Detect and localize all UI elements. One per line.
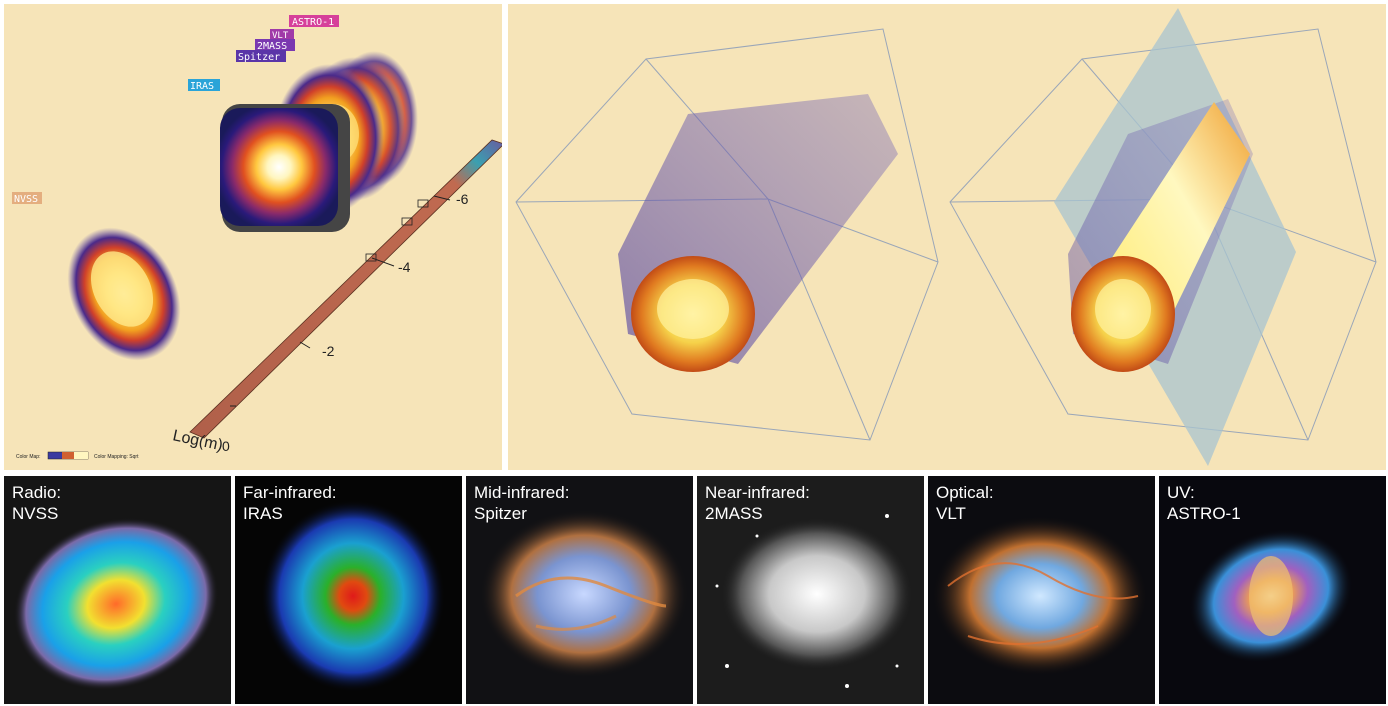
layer-stack-figure: 0 -2 -4 -6 Log(m) ASTRO-1 VLT 2MASS Spit… bbox=[12, 15, 502, 460]
axis-tick-minus-6: -6 bbox=[456, 191, 469, 207]
axis-tick-minus-2: -2 bbox=[322, 343, 335, 359]
thumbnail-caption: UV: ASTRO-1 bbox=[1167, 482, 1241, 524]
axis-label: Log(m) bbox=[171, 427, 224, 454]
thumbnail-far-infrared-iras: Far-infrared: IRAS bbox=[235, 476, 462, 704]
thumbnail-radio-nvss: Radio: NVSS bbox=[4, 476, 231, 704]
iras-layer bbox=[220, 108, 338, 226]
source-label: ASTRO-1 bbox=[1167, 504, 1241, 523]
tag-vlt: VLT bbox=[270, 29, 294, 41]
thumbnail-mid-infrared-spitzer: Mid-infrared: Spitzer bbox=[466, 476, 693, 704]
tag-iras: IRAS bbox=[188, 79, 220, 92]
volume-render-1 bbox=[515, 28, 939, 441]
thumbnail-caption: Near-infrared: 2MASS bbox=[705, 482, 810, 524]
svg-text:NVSS: NVSS bbox=[14, 194, 38, 205]
band-label: Near-infrared: bbox=[705, 483, 810, 502]
color-mapping-label: Color Mapping: Sqrt bbox=[94, 454, 139, 460]
volume-render-figure bbox=[515, 8, 1377, 466]
thumbnail-caption: Mid-infrared: Spitzer bbox=[474, 482, 569, 524]
layer-stack-view: 0 -2 -4 -6 Log(m) ASTRO-1 VLT 2MASS Spit… bbox=[4, 4, 502, 470]
thumbnail-optical-vlt: Optical: VLT bbox=[928, 476, 1155, 704]
band-label: Mid-infrared: bbox=[474, 483, 570, 502]
nvss-layer bbox=[67, 227, 181, 361]
source-label: Spitzer bbox=[474, 504, 527, 523]
band-label: Optical: bbox=[936, 483, 994, 502]
svg-text:VLT: VLT bbox=[272, 31, 289, 41]
band-label: Radio: bbox=[12, 483, 62, 502]
source-label: NVSS bbox=[12, 504, 59, 523]
log-m-axis bbox=[189, 139, 502, 439]
source-label: VLT bbox=[936, 504, 966, 523]
thumbnail-caption: Optical: VLT bbox=[936, 482, 994, 524]
band-label: UV: bbox=[1167, 483, 1195, 502]
axis-tick-0: 0 bbox=[222, 438, 230, 454]
tag-2mass: 2MASS bbox=[255, 39, 295, 52]
color-map-label: Color Map: bbox=[16, 454, 40, 460]
band-label: Far-infrared: bbox=[243, 483, 337, 502]
volume-render-2 bbox=[949, 8, 1377, 466]
axis-tick-minus-4: -4 bbox=[398, 259, 411, 275]
source-label: 2MASS bbox=[705, 504, 763, 523]
svg-text:2MASS: 2MASS bbox=[257, 41, 287, 52]
thumbnail-near-infrared-2mass: Near-infrared: 2MASS bbox=[697, 476, 924, 704]
tag-astro: ASTRO-1 bbox=[289, 15, 339, 28]
source-label: IRAS bbox=[243, 504, 283, 523]
color-map-footer: Color Map: Color Mapping: Sqrt bbox=[16, 451, 139, 460]
tag-nvss: NVSS bbox=[12, 192, 42, 205]
volume-render-view bbox=[508, 4, 1386, 470]
svg-text:IRAS: IRAS bbox=[190, 81, 214, 92]
thumbnail-uv-astro-1: UV: ASTRO-1 bbox=[1159, 476, 1386, 704]
tag-spitzer: Spitzer bbox=[236, 50, 286, 63]
thumbnail-caption: Far-infrared: IRAS bbox=[243, 482, 337, 524]
svg-text:ASTRO-1: ASTRO-1 bbox=[292, 17, 334, 28]
thumbnail-caption: Radio: NVSS bbox=[12, 482, 61, 524]
svg-text:Spitzer: Spitzer bbox=[238, 52, 280, 63]
